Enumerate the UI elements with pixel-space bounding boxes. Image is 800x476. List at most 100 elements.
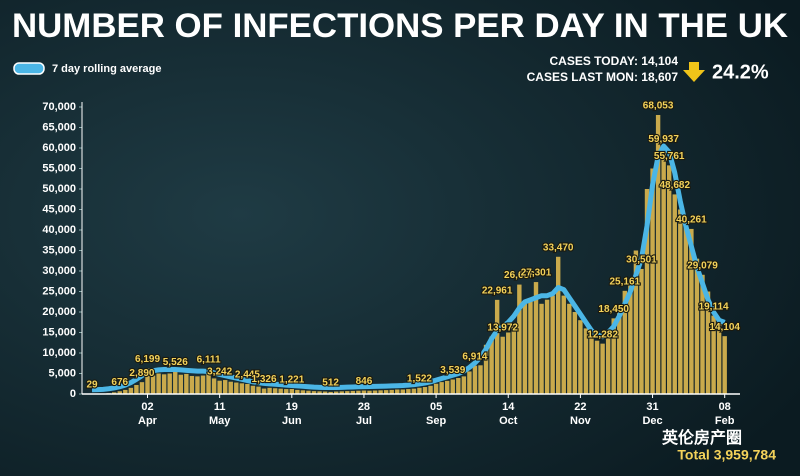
bar (456, 378, 461, 394)
y-tick-label: 20,000 (42, 306, 76, 318)
bar (139, 382, 145, 394)
bar (195, 376, 200, 394)
bar (667, 165, 672, 394)
bar (517, 284, 522, 394)
bar (445, 380, 450, 394)
bar (328, 391, 333, 394)
bar (583, 328, 589, 394)
bar (245, 383, 250, 394)
bar (128, 387, 134, 394)
bar (705, 291, 711, 394)
value-label: 55,761 (654, 151, 685, 162)
bar (572, 312, 578, 394)
bar (644, 189, 650, 394)
value-label: 6,111 (197, 355, 221, 366)
bar (295, 389, 300, 394)
bar (339, 391, 344, 394)
bar (500, 336, 505, 394)
x-tick-label: 14 Oct (499, 401, 518, 427)
bar (411, 388, 417, 394)
bar (678, 209, 683, 394)
legend-label: 7 day rolling average (52, 63, 161, 75)
bar (417, 387, 422, 394)
bar (528, 299, 533, 394)
value-label: 5,526 (163, 357, 188, 368)
y-tick-label: 40,000 (42, 224, 76, 236)
bar (317, 391, 322, 394)
bar (284, 389, 289, 394)
bar (189, 375, 195, 394)
bar (589, 336, 594, 394)
bar (367, 390, 372, 394)
value-label: 18,450 (598, 304, 629, 315)
bar (650, 168, 655, 394)
value-label: 29,079 (687, 260, 718, 271)
bar (567, 303, 572, 394)
bar (178, 374, 183, 394)
value-label: 6,199 (135, 354, 160, 365)
bar (200, 375, 206, 394)
bar (472, 365, 478, 394)
value-label: 25,161 (610, 276, 641, 287)
bar (433, 383, 439, 394)
bar (639, 268, 644, 394)
y-tick-label: 30,000 (42, 265, 76, 277)
change-percent: 24.2% (712, 61, 769, 83)
bar (361, 390, 367, 394)
bar (600, 343, 605, 394)
bar (206, 368, 211, 394)
value-label: 68,053 (643, 101, 674, 112)
bar (372, 390, 378, 394)
bar (395, 389, 400, 394)
bar (628, 283, 633, 394)
bar (311, 391, 317, 394)
bar (228, 381, 233, 394)
value-label: 1,326 (252, 374, 277, 385)
value-label: 30,501 (626, 255, 657, 266)
x-tick-label: 05 Sep (426, 401, 446, 427)
bar (422, 387, 428, 394)
bar (689, 228, 694, 394)
bar (716, 320, 722, 394)
bar (350, 390, 356, 394)
bar (683, 221, 689, 394)
value-label: 2,445 (235, 370, 260, 381)
bar (184, 373, 189, 394)
y-tick-label: 5,000 (48, 367, 76, 379)
value-label: 6,914 (462, 351, 487, 362)
bar (439, 382, 444, 394)
value-label: 12,282 (587, 329, 618, 340)
value-label: 846 (356, 376, 373, 387)
bar (494, 299, 500, 394)
bar (511, 324, 516, 394)
bar (594, 340, 600, 394)
bar (467, 371, 472, 394)
y-tick-label: 70,000 (42, 101, 76, 113)
bar (117, 391, 122, 394)
value-label: 29 (86, 380, 98, 391)
bar (428, 385, 433, 394)
value-label: 1,522 (407, 373, 432, 384)
bar (461, 376, 467, 394)
bar (578, 320, 583, 394)
value-label: 13,972 (487, 322, 518, 333)
bar (633, 250, 639, 394)
bar (661, 148, 666, 394)
bar (544, 299, 550, 394)
value-label: 27,301 (521, 268, 552, 279)
y-tick-label: 0 (70, 388, 76, 400)
watermark: 英伦房产圈 (661, 428, 742, 447)
value-label: 3,242 (207, 366, 232, 377)
y-tick-label: 65,000 (42, 121, 76, 133)
bar (655, 114, 661, 394)
y-tick-label: 15,000 (42, 326, 76, 338)
bar (611, 318, 616, 394)
x-tick-label: 22 Nov (570, 401, 592, 427)
y-tick-label: 50,000 (42, 183, 76, 195)
bar (533, 282, 539, 394)
bar (694, 258, 700, 394)
chart-title: NUMBER OF INFECTIONS PER DAY IN THE UK (12, 7, 788, 45)
bar (300, 390, 306, 394)
bar (123, 389, 128, 394)
